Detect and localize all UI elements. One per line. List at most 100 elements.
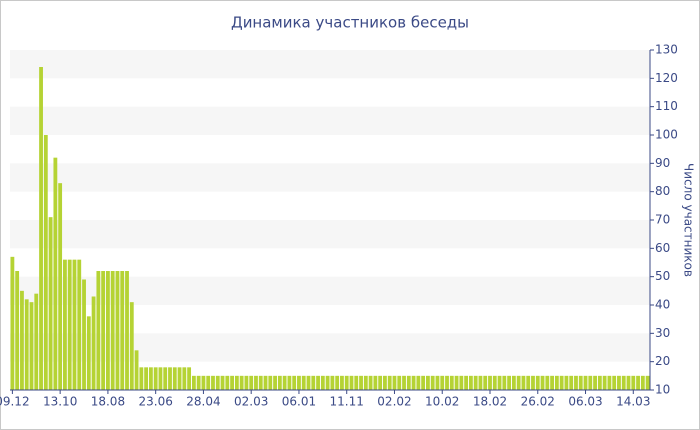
bar: [340, 375, 344, 390]
x-tick-label: 02.03: [234, 395, 268, 409]
bar: [325, 375, 330, 390]
bar: [39, 67, 43, 390]
y-tick-label: 50: [655, 269, 670, 283]
bar: [206, 375, 211, 390]
bar: [168, 367, 172, 390]
bar: [426, 375, 430, 390]
bar: [201, 375, 206, 390]
bar: [559, 375, 564, 390]
bar: [569, 375, 574, 390]
x-tick-label: 18.08: [91, 395, 125, 409]
bar: [158, 367, 163, 390]
bar: [421, 375, 426, 390]
bar: [330, 375, 335, 390]
bar: [258, 375, 263, 390]
bar: [282, 375, 287, 390]
bar: [287, 375, 292, 390]
bar: [468, 375, 473, 390]
bar: [20, 290, 24, 390]
bar: [473, 375, 478, 390]
bar: [292, 375, 297, 390]
bar: [316, 375, 320, 390]
bar: [588, 375, 593, 390]
bar: [645, 375, 650, 390]
bar: [182, 367, 187, 390]
bar: [502, 375, 507, 390]
bar: [53, 157, 58, 390]
y-axis-title: Число участников: [682, 163, 696, 277]
bar: [273, 375, 277, 390]
bar: [15, 271, 20, 390]
bar: [191, 375, 196, 390]
bar: [311, 375, 316, 390]
bar: [148, 367, 153, 390]
bar: [234, 375, 239, 390]
x-tick-label: 13.10: [43, 395, 77, 409]
bar: [86, 316, 91, 390]
bar: [511, 375, 516, 390]
bar: [416, 375, 421, 390]
bar: [359, 375, 363, 390]
bar: [435, 375, 440, 390]
bar: [574, 375, 578, 390]
bar: [430, 375, 435, 390]
bar: [535, 375, 540, 390]
bar: [230, 375, 234, 390]
bar: [612, 375, 617, 390]
bar: [72, 259, 77, 390]
bar: [349, 375, 354, 390]
bar: [507, 375, 512, 390]
bar: [445, 375, 449, 390]
bar: [488, 375, 492, 390]
bar: [602, 375, 607, 390]
bar: [101, 271, 106, 390]
bar: [129, 302, 134, 390]
bar: [607, 375, 612, 390]
bar: [139, 367, 144, 390]
bar: [277, 375, 282, 390]
bar: [297, 375, 301, 390]
x-tick-label: 26.02: [521, 395, 555, 409]
bar: [578, 375, 583, 390]
bar: [406, 375, 411, 390]
bar: [67, 259, 72, 390]
bar: [545, 375, 550, 390]
bar: [631, 375, 636, 390]
x-tick-label: 18.02: [473, 395, 507, 409]
bar: [593, 375, 597, 390]
bar: [597, 375, 602, 390]
x-tick-label: 23.06: [138, 395, 172, 409]
x-tick-label: 28.04: [186, 395, 220, 409]
bar: [43, 135, 48, 390]
bar: [617, 375, 621, 390]
bar: [583, 375, 588, 390]
bar: [636, 375, 640, 390]
bar: [225, 375, 230, 390]
bar: [464, 375, 469, 390]
bar: [196, 375, 201, 390]
bar: [368, 375, 373, 390]
bar: [440, 375, 445, 390]
y-tick-label: 90: [655, 156, 670, 170]
bar: [363, 375, 368, 390]
bar: [344, 375, 349, 390]
bar: [134, 350, 139, 390]
bar: [320, 375, 325, 390]
y-tick-label: 60: [655, 241, 670, 255]
bar: [526, 375, 531, 390]
bar: [354, 375, 359, 390]
x-tick-label: 06.03: [568, 395, 602, 409]
bar: [621, 375, 626, 390]
chart-title: Динамика участников беседы: [231, 14, 469, 32]
bar: [402, 375, 406, 390]
y-tick-label: 120: [655, 71, 678, 85]
bar: [516, 375, 521, 390]
grid-band: [10, 220, 650, 249]
bar: [215, 375, 220, 390]
bar: [497, 375, 502, 390]
bar: [454, 375, 459, 390]
bar: [411, 375, 416, 390]
x-tick-label: 09.12: [0, 395, 30, 409]
bar: [106, 271, 110, 390]
